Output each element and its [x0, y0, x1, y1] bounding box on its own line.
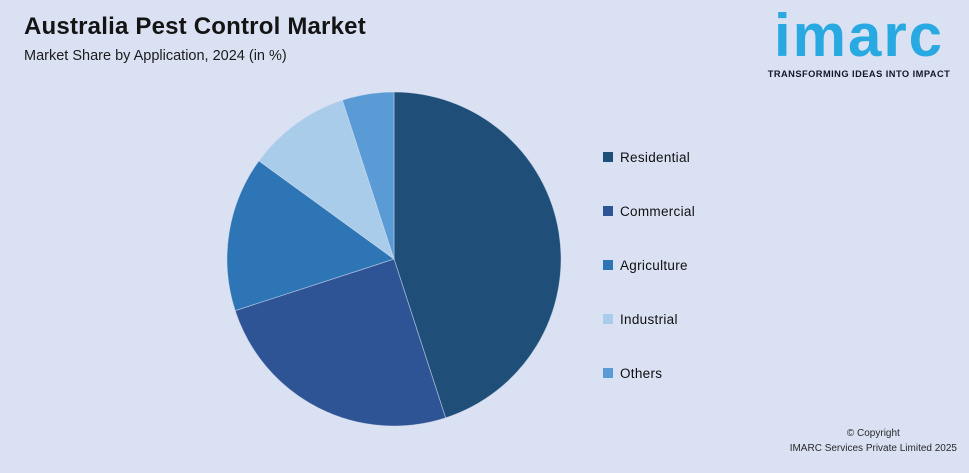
imarc-logo: imarc TRANSFORMING IDEAS INTO IMPACT — [761, 4, 957, 79]
legend-item-residential: Residential — [603, 149, 695, 165]
header: Australia Pest Control Market Market Sha… — [24, 12, 366, 64]
legend-swatch-residential — [603, 152, 613, 162]
copyright-line2: IMARC Services Private Limited 2025 — [789, 443, 957, 454]
pie-chart — [226, 91, 562, 427]
page-subtitle: Market Share by Application, 2024 (in %) — [24, 48, 287, 64]
pie-slice-industrial — [258, 99, 395, 261]
legend-swatch-agriculture — [603, 260, 613, 270]
imarc-logo-wordmark: imarc — [773, 2, 945, 69]
pie-slice-others — [341, 91, 395, 260]
legend-label-residential: Residential — [620, 149, 691, 165]
legend-swatch-industrial — [603, 314, 613, 324]
legend-label-industrial: Industrial — [620, 311, 678, 327]
legend-item-industrial: Industrial — [603, 311, 695, 327]
imarc-logo-tagline: TRANSFORMING IDEAS INTO IMPACT — [767, 69, 951, 79]
legend-item-commercial: Commercial — [603, 203, 696, 219]
legend-item-agriculture: Agriculture — [603, 257, 695, 273]
pie-slice-residential — [393, 91, 562, 419]
legend-item-others: Others — [603, 365, 695, 381]
pie-slice-agriculture — [226, 160, 395, 312]
copyright-notice: © Copyright IMARC Services Private Limit… — [790, 426, 957, 456]
legend-label-commercial: Commercial — [620, 203, 696, 219]
legend-swatch-commercial — [603, 206, 613, 216]
copyright-line1: © Copyright — [846, 428, 900, 439]
chart-legend: Residential Commercial Agriculture Industri… — [603, 150, 695, 420]
page-title: Australia Pest Control Market — [24, 13, 366, 40]
legend-label-others: Others — [620, 365, 663, 381]
legend-swatch-others — [603, 368, 613, 378]
pie-slice-commercial — [234, 258, 447, 427]
legend-label-agriculture: Agriculture — [620, 257, 688, 273]
